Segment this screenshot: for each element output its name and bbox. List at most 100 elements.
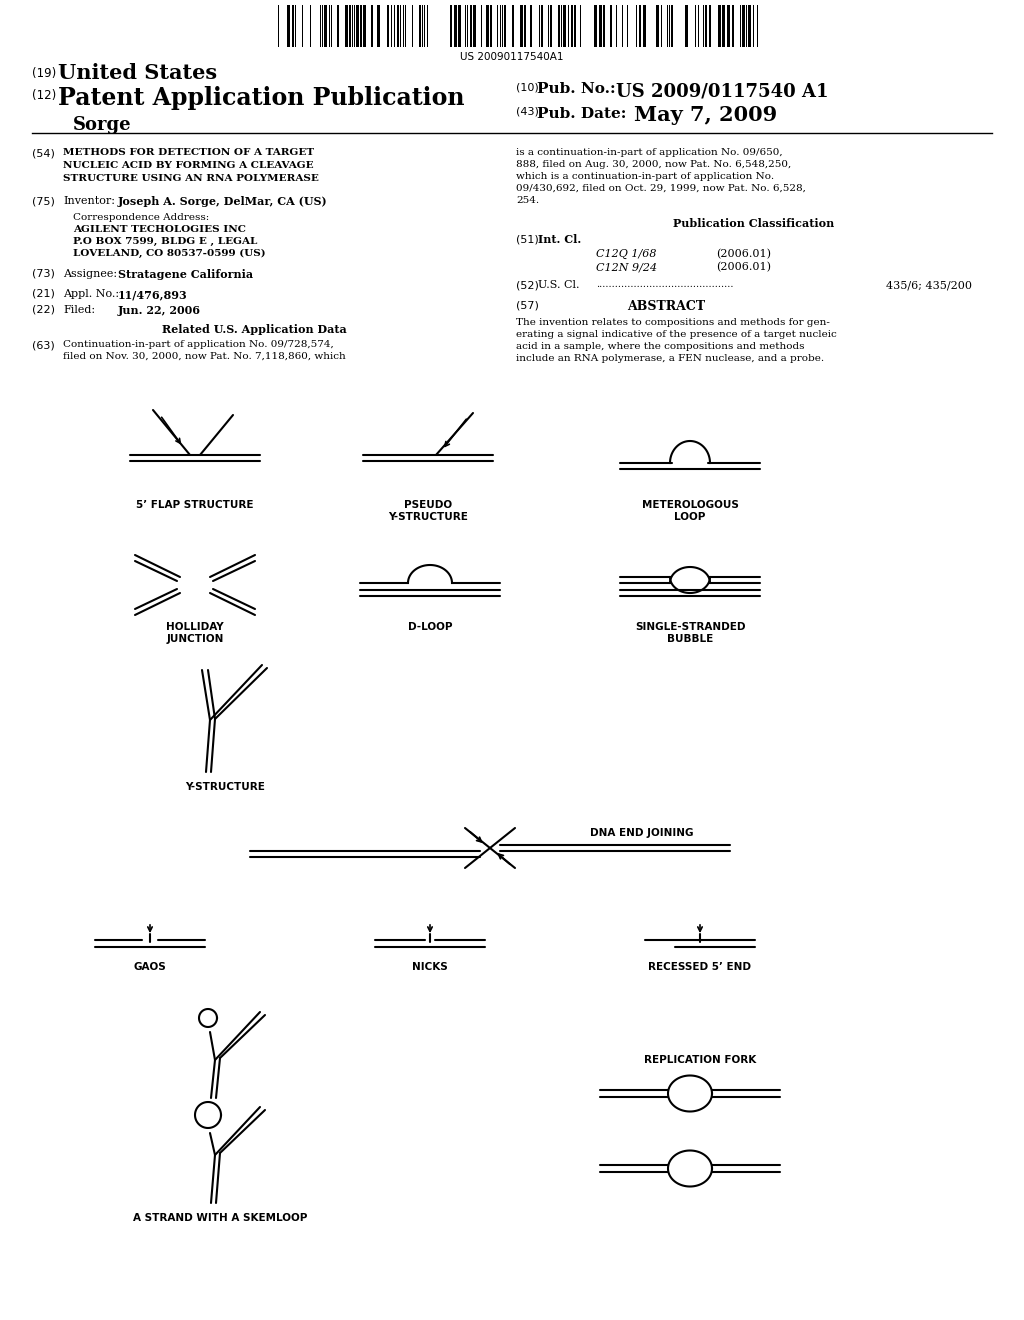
Text: (22): (22) <box>32 305 55 315</box>
Text: Appl. No.:: Appl. No.: <box>63 289 119 300</box>
Text: Y-STRUCTURE: Y-STRUCTURE <box>185 781 265 792</box>
Text: (75): (75) <box>32 195 55 206</box>
Bar <box>642 5 645 48</box>
Bar <box>656 5 658 48</box>
Bar <box>450 5 452 48</box>
Bar <box>396 5 399 48</box>
Text: GAOS: GAOS <box>133 962 166 972</box>
Bar <box>337 5 339 48</box>
Text: SINGLE-STRANDED
BUBBLE: SINGLE-STRANDED BUBBLE <box>635 622 745 644</box>
Text: C12N 9/24: C12N 9/24 <box>596 261 657 272</box>
Bar <box>563 5 566 48</box>
Text: (51): (51) <box>516 234 539 244</box>
Bar <box>741 5 744 48</box>
Text: METHODS FOR DETECTION OF A TARGET: METHODS FOR DETECTION OF A TARGET <box>63 148 314 157</box>
Text: (43): (43) <box>516 107 539 117</box>
Text: include an RNA polymerase, a FEN nuclease, and a probe.: include an RNA polymerase, a FEN nucleas… <box>516 354 824 363</box>
Text: (10): (10) <box>516 82 539 92</box>
Bar <box>529 5 532 48</box>
Text: Related U.S. Application Data: Related U.S. Application Data <box>162 323 346 335</box>
Text: RECESSED 5’ END: RECESSED 5’ END <box>648 962 752 972</box>
Bar <box>402 5 404 48</box>
Text: United States: United States <box>58 63 217 83</box>
Bar <box>685 5 687 48</box>
Text: which is a continuation-in-part of application No.: which is a continuation-in-part of appli… <box>516 172 774 181</box>
Text: Correspondence Address:: Correspondence Address: <box>73 213 209 222</box>
Bar <box>344 5 347 48</box>
Bar <box>718 5 721 48</box>
Text: May 7, 2009: May 7, 2009 <box>634 106 777 125</box>
Text: filed on Nov. 30, 2000, now Pat. No. 7,118,860, which: filed on Nov. 30, 2000, now Pat. No. 7,1… <box>63 352 346 360</box>
Text: (52): (52) <box>516 280 539 290</box>
Text: Assignee:: Assignee: <box>63 269 117 279</box>
Text: Joseph A. Sorge, DelMar, CA (US): Joseph A. Sorge, DelMar, CA (US) <box>118 195 328 207</box>
Bar <box>489 5 492 48</box>
Text: Pub. Date:: Pub. Date: <box>537 107 627 121</box>
Text: ............................................: ........................................… <box>596 280 733 289</box>
Text: Filed:: Filed: <box>63 305 95 315</box>
Bar <box>571 5 572 48</box>
Text: Patent Application Publication: Patent Application Publication <box>58 86 465 110</box>
Text: AGILENT TECHOLOGIES INC: AGILENT TECHOLOGIES INC <box>73 224 246 234</box>
Text: (63): (63) <box>32 341 54 350</box>
Bar <box>705 5 707 48</box>
Text: The invention relates to compositions and methods for gen-: The invention relates to compositions an… <box>516 318 829 327</box>
Bar <box>292 5 294 48</box>
Text: REPLICATION FORK: REPLICATION FORK <box>644 1055 756 1065</box>
Bar <box>748 5 751 48</box>
Bar <box>458 5 461 48</box>
Text: STRUCTURE USING AN RNA POLYMERASE: STRUCTURE USING AN RNA POLYMERASE <box>63 174 318 183</box>
Bar <box>615 5 617 48</box>
Text: (19): (19) <box>32 67 56 81</box>
Text: (73): (73) <box>32 269 55 279</box>
Text: is a continuation-in-part of application No. 09/650,: is a continuation-in-part of application… <box>516 148 782 157</box>
Text: DNA END JOINING: DNA END JOINING <box>590 828 693 838</box>
Text: (2006.01): (2006.01) <box>716 261 771 272</box>
Text: acid in a sample, where the compositions and methods: acid in a sample, where the compositions… <box>516 342 805 351</box>
Text: (2006.01): (2006.01) <box>716 249 771 259</box>
Text: Sorge: Sorge <box>73 116 132 135</box>
Text: (57): (57) <box>516 300 539 310</box>
Bar <box>480 5 482 48</box>
Text: 5’ FLAP STRUCTURE: 5’ FLAP STRUCTURE <box>136 500 254 510</box>
Bar <box>541 5 543 48</box>
Text: Continuation-in-part of application No. 09/728,574,: Continuation-in-part of application No. … <box>63 341 334 348</box>
Text: Stratagene California: Stratagene California <box>118 269 253 280</box>
Text: A STRAND WITH A SKEMLOOP: A STRAND WITH A SKEMLOOP <box>133 1213 307 1224</box>
Bar <box>557 5 559 48</box>
Text: US 20090117540A1: US 20090117540A1 <box>460 51 564 62</box>
Bar <box>609 5 612 48</box>
Bar <box>639 5 641 48</box>
Bar <box>360 5 361 48</box>
Bar <box>727 5 730 48</box>
Bar <box>371 5 373 48</box>
Bar <box>594 5 597 48</box>
Text: (12): (12) <box>32 88 56 102</box>
Bar <box>722 5 725 48</box>
Bar <box>356 5 358 48</box>
Text: (21): (21) <box>32 289 55 300</box>
Text: NICKS: NICKS <box>412 962 447 972</box>
Bar <box>387 5 389 48</box>
Bar <box>454 5 457 48</box>
Bar <box>465 5 466 48</box>
Bar <box>485 5 488 48</box>
Bar <box>709 5 711 48</box>
Text: Inventor:: Inventor: <box>63 195 115 206</box>
Text: NUCLEIC ACID BY FORMING A CLEAVAGE: NUCLEIC ACID BY FORMING A CLEAVAGE <box>63 161 313 170</box>
Text: METEROLOGOUS
LOOP: METEROLOGOUS LOOP <box>642 500 738 521</box>
Bar <box>473 5 475 48</box>
Bar <box>702 5 705 48</box>
Text: D-LOOP: D-LOOP <box>408 622 453 632</box>
Text: US 2009/0117540 A1: US 2009/0117540 A1 <box>616 82 828 100</box>
Bar <box>287 5 290 48</box>
Bar <box>362 5 366 48</box>
Bar <box>512 5 514 48</box>
Text: 11/476,893: 11/476,893 <box>118 289 187 300</box>
Bar <box>573 5 575 48</box>
Bar <box>324 5 327 48</box>
Text: Pub. No.:: Pub. No.: <box>537 82 615 96</box>
Bar <box>348 5 350 48</box>
Text: erating a signal indicative of the presence of a target nucleic: erating a signal indicative of the prese… <box>516 330 837 339</box>
Bar <box>419 5 421 48</box>
